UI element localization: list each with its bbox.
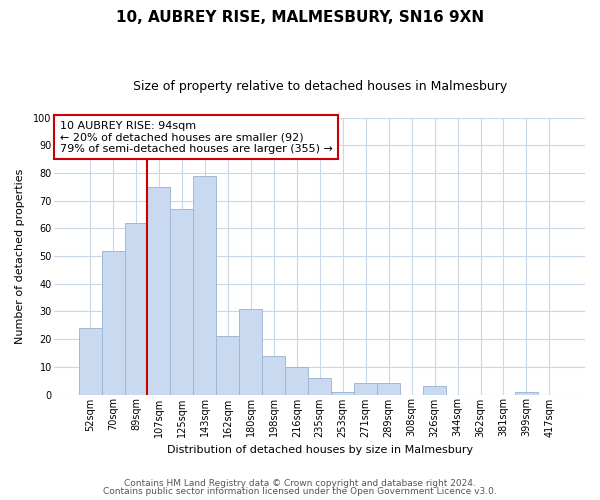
X-axis label: Distribution of detached houses by size in Malmesbury: Distribution of detached houses by size … — [167, 445, 473, 455]
Bar — [331, 392, 354, 394]
Text: Contains HM Land Registry data © Crown copyright and database right 2024.: Contains HM Land Registry data © Crown c… — [124, 478, 476, 488]
Text: Contains public sector information licensed under the Open Government Licence v3: Contains public sector information licen… — [103, 487, 497, 496]
Text: 10, AUBREY RISE, MALMESBURY, SN16 9XN: 10, AUBREY RISE, MALMESBURY, SN16 9XN — [116, 10, 484, 25]
Bar — [148, 187, 170, 394]
Bar — [79, 328, 101, 394]
Bar — [285, 367, 308, 394]
Bar — [262, 356, 285, 395]
Title: Size of property relative to detached houses in Malmesbury: Size of property relative to detached ho… — [133, 80, 507, 93]
Bar — [377, 384, 400, 394]
Text: 10 AUBREY RISE: 94sqm
← 20% of detached houses are smaller (92)
79% of semi-deta: 10 AUBREY RISE: 94sqm ← 20% of detached … — [60, 120, 332, 154]
Bar — [101, 250, 125, 394]
Bar — [239, 308, 262, 394]
Bar — [217, 336, 239, 394]
Bar — [308, 378, 331, 394]
Y-axis label: Number of detached properties: Number of detached properties — [15, 168, 25, 344]
Bar — [354, 384, 377, 394]
Bar — [515, 392, 538, 394]
Bar — [193, 176, 217, 394]
Bar — [170, 209, 193, 394]
Bar — [125, 223, 148, 394]
Bar — [423, 386, 446, 394]
